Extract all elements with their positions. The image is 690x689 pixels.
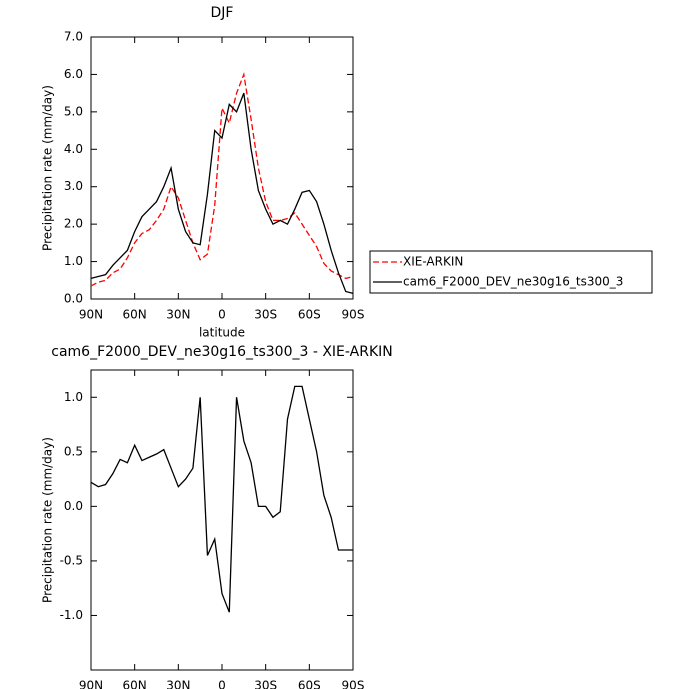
x-axis-label: latitude xyxy=(199,326,245,340)
plot-frame xyxy=(90,36,354,300)
legend-label: XIE-ARKIN xyxy=(403,255,463,269)
x-tick-label: 90S xyxy=(342,308,365,322)
x-tick-label: 0 xyxy=(218,308,226,322)
x-tick-label: 60S xyxy=(298,679,321,689)
x-tick-label: 30N xyxy=(166,679,190,689)
y-tick-label: 0.5 xyxy=(64,444,83,458)
x-tick-label: 60N xyxy=(123,308,147,322)
y-tick-label: 7.0 xyxy=(64,30,83,44)
y-tick-label: 4.0 xyxy=(64,142,83,156)
x-tick-label: 90S xyxy=(342,679,365,689)
data-line xyxy=(90,92,354,295)
y-tick-label: -0.5 xyxy=(60,553,83,567)
chart-title: cam6_F2000_DEV_ne30g16_ts300_3 - XIE-ARK… xyxy=(51,344,392,360)
legend-label: cam6_F2000_DEV_ne30g16_ts300_3 xyxy=(403,275,623,289)
y-tick-label: 1.0 xyxy=(64,390,83,404)
y-tick-label: 0.0 xyxy=(64,292,83,306)
y-tick-label: 6.0 xyxy=(64,67,83,81)
data-line xyxy=(90,385,353,613)
x-tick-label: 90N xyxy=(79,679,103,689)
y-tick-label: 2.0 xyxy=(64,217,83,231)
x-tick-label: 30S xyxy=(254,308,277,322)
y-tick-label: 0.0 xyxy=(64,499,83,513)
y-tick-label: 1.0 xyxy=(64,254,83,268)
y-tick-label: 3.0 xyxy=(64,179,83,193)
x-tick-label: 30N xyxy=(166,308,190,322)
y-tick-label: -1.0 xyxy=(60,608,83,622)
x-tick-label: 30S xyxy=(254,679,277,689)
legend-box xyxy=(369,250,653,294)
y-axis-label: Precipitation rate (mm/day) xyxy=(41,85,55,251)
x-tick-label: 60N xyxy=(123,679,147,689)
x-tick-label: 0 xyxy=(218,679,226,689)
data-line xyxy=(90,71,354,287)
x-tick-label: 60S xyxy=(298,308,321,322)
chart-title: DJF xyxy=(211,5,234,21)
plot-frame xyxy=(90,369,354,671)
x-tick-label: 90N xyxy=(79,308,103,322)
y-axis-label: Precipitation rate (mm/day) xyxy=(41,437,55,603)
y-tick-label: 5.0 xyxy=(64,104,83,118)
